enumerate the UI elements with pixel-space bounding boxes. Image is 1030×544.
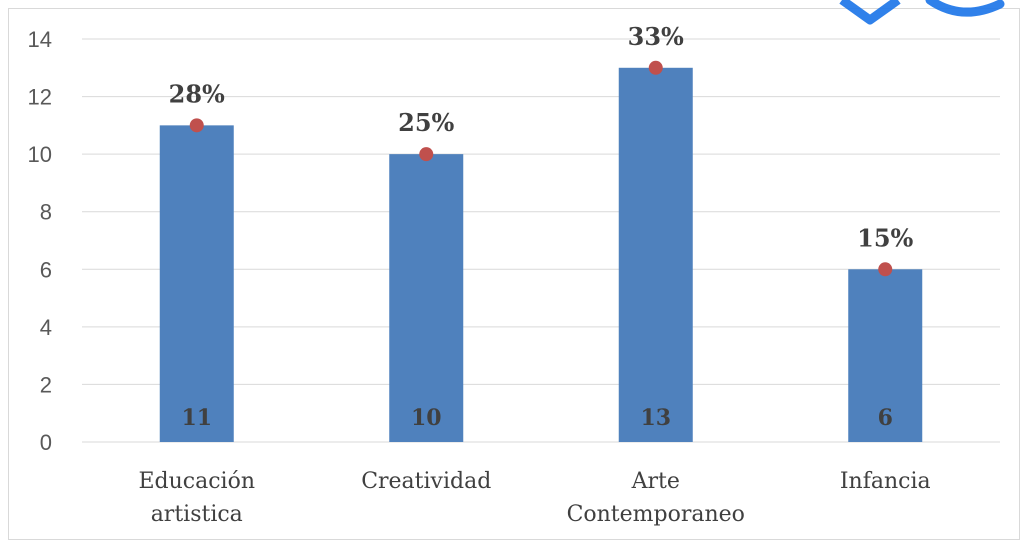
y-axis-ticks: 0 2 4 6 8 10 12 14 [28,27,52,455]
category-labels: Educación artistica Creatividad Arte Contemp… [138,469,930,527]
data-point-marker [189,118,204,133]
bar [618,67,693,443]
y-tick-label: 2 [40,372,52,397]
category-label: Arte [631,469,680,494]
watermark-swoosh [925,0,1005,17]
bar [159,125,234,442]
data-point-marker [648,60,663,75]
y-tick-label: 6 [40,257,52,282]
value-label: 6 [878,405,893,431]
y-tick-label: 10 [28,142,52,167]
category-label: Infancia [840,469,931,494]
category-label: artistica [151,502,243,527]
y-tick-label: 4 [40,315,52,340]
data-point-marker [878,262,893,277]
y-tick-label: 0 [40,430,52,455]
percent-label: 28% [169,79,225,108]
value-label: 10 [411,405,442,431]
value-label: 11 [181,405,212,431]
bar [389,154,464,442]
value-label: 13 [640,405,671,431]
gridlines [82,38,1000,443]
y-tick-label: 14 [28,27,52,52]
category-label: Creatividad [361,469,491,494]
y-tick-label: 8 [40,200,52,225]
bar [848,269,923,442]
value-labels: 11 10 13 6 [181,405,892,431]
markers [189,60,893,277]
percent-label: 15% [857,223,913,252]
percent-label: 33% [628,22,684,51]
category-label: Contemporaneo [567,502,745,527]
data-point-marker [419,147,434,162]
bars [159,67,923,443]
watermark-chevron [839,0,901,25]
watermark-logo [839,0,1005,25]
percent-label: 25% [398,108,454,137]
y-tick-label: 12 [28,85,52,110]
percent-labels: 28% 25% 33% 15% [169,22,914,253]
category-label: Educación [138,469,255,494]
